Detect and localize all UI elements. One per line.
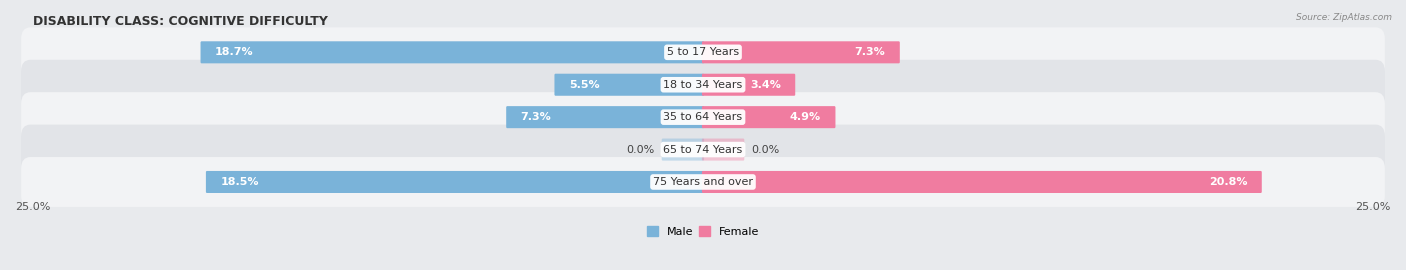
FancyBboxPatch shape: [702, 74, 796, 96]
FancyBboxPatch shape: [702, 139, 744, 161]
Text: Source: ZipAtlas.com: Source: ZipAtlas.com: [1296, 14, 1392, 22]
FancyBboxPatch shape: [21, 157, 1385, 207]
Text: 0.0%: 0.0%: [627, 144, 655, 154]
FancyBboxPatch shape: [205, 171, 704, 193]
Text: 35 to 64 Years: 35 to 64 Years: [664, 112, 742, 122]
Text: 18 to 34 Years: 18 to 34 Years: [664, 80, 742, 90]
FancyBboxPatch shape: [702, 41, 900, 63]
Text: 20.8%: 20.8%: [1209, 177, 1247, 187]
FancyBboxPatch shape: [21, 27, 1385, 77]
FancyBboxPatch shape: [201, 41, 704, 63]
Text: 18.5%: 18.5%: [221, 177, 259, 187]
Text: 7.3%: 7.3%: [855, 47, 886, 57]
FancyBboxPatch shape: [702, 171, 1261, 193]
Text: 75 Years and over: 75 Years and over: [652, 177, 754, 187]
FancyBboxPatch shape: [554, 74, 704, 96]
Text: 0.0%: 0.0%: [751, 144, 779, 154]
FancyBboxPatch shape: [21, 92, 1385, 142]
FancyBboxPatch shape: [21, 60, 1385, 110]
Text: 5.5%: 5.5%: [569, 80, 599, 90]
Text: 5 to 17 Years: 5 to 17 Years: [666, 47, 740, 57]
Text: 65 to 74 Years: 65 to 74 Years: [664, 144, 742, 154]
Text: 18.7%: 18.7%: [215, 47, 253, 57]
Legend: Male, Female: Male, Female: [643, 222, 763, 241]
FancyBboxPatch shape: [21, 124, 1385, 174]
FancyBboxPatch shape: [662, 139, 704, 161]
Text: 7.3%: 7.3%: [520, 112, 551, 122]
Text: 4.9%: 4.9%: [790, 112, 821, 122]
Text: DISABILITY CLASS: COGNITIVE DIFFICULTY: DISABILITY CLASS: COGNITIVE DIFFICULTY: [32, 15, 328, 28]
Text: 3.4%: 3.4%: [749, 80, 780, 90]
FancyBboxPatch shape: [506, 106, 704, 128]
FancyBboxPatch shape: [702, 106, 835, 128]
